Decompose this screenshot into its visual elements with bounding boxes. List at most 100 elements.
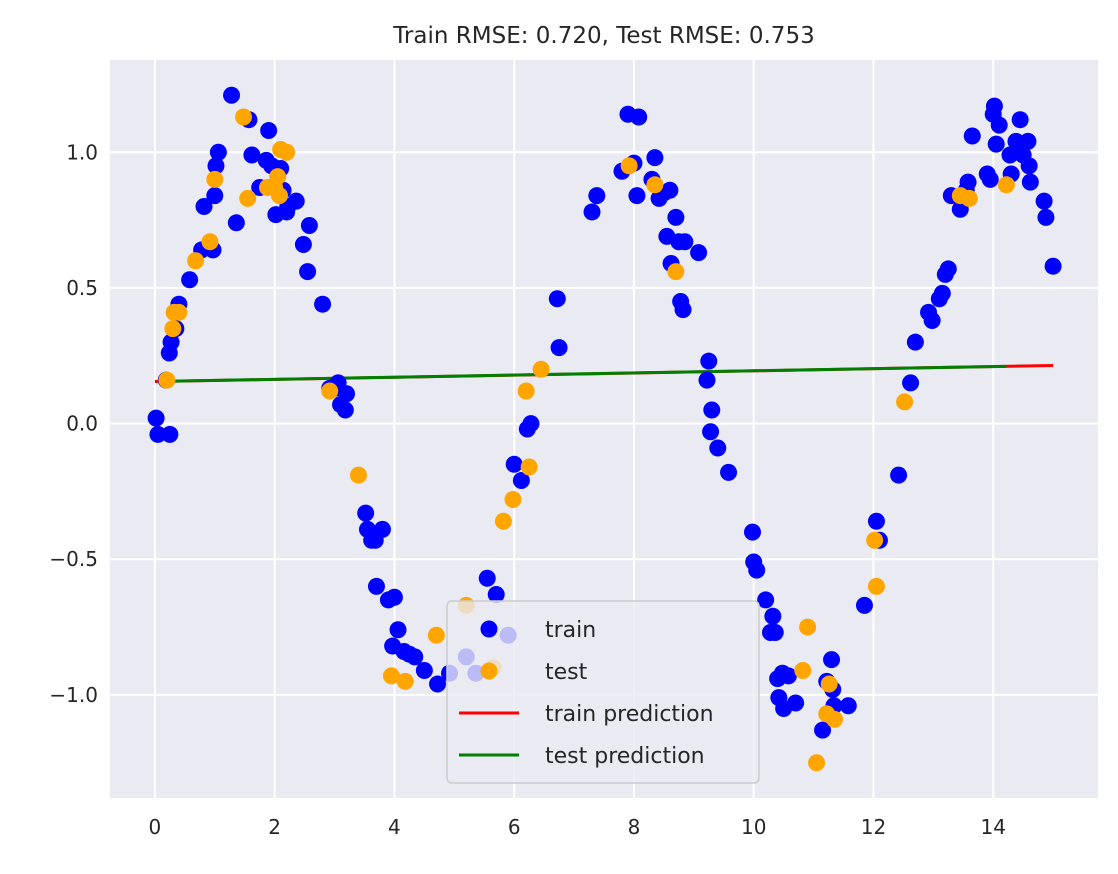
train-point	[299, 263, 317, 281]
train-point	[1019, 132, 1037, 150]
train-point	[667, 208, 685, 226]
train-point	[207, 157, 225, 175]
test-point	[646, 176, 664, 194]
test-point	[235, 108, 253, 126]
prediction-lines	[154, 364, 1054, 384]
train-point	[690, 244, 708, 262]
test-point	[960, 189, 978, 207]
train-point	[357, 504, 375, 522]
train-point	[195, 198, 213, 216]
train-point	[990, 116, 1008, 134]
test-point	[187, 252, 205, 270]
train-point	[764, 607, 782, 625]
test-point	[667, 263, 685, 281]
test-point	[206, 170, 224, 188]
train-point	[336, 401, 354, 419]
test-point	[896, 393, 914, 411]
train-point	[385, 588, 403, 606]
x-tick-label: 14	[980, 815, 1005, 839]
train-point	[260, 122, 278, 140]
train-point	[985, 97, 1003, 115]
train-point	[550, 339, 568, 357]
train-point	[939, 260, 957, 278]
x-axis-ticks: 0 2 4 6 8 10 12 14	[149, 815, 1006, 839]
train-point	[855, 596, 873, 614]
test-point	[997, 176, 1015, 194]
train-point	[314, 295, 332, 313]
train-point	[406, 648, 424, 666]
train-point	[630, 108, 648, 126]
test-point	[517, 382, 535, 400]
train-point	[839, 697, 857, 715]
train-point	[522, 415, 540, 433]
train-point	[294, 236, 312, 253]
test-point	[866, 531, 884, 549]
train-point	[1021, 173, 1039, 191]
y-axis-ticks: −1.0 −0.5 0.0 0.5 1.0	[49, 140, 98, 707]
test-point	[239, 189, 257, 207]
train-point	[588, 187, 606, 205]
train-point	[646, 149, 664, 167]
train-point	[661, 181, 679, 199]
train-point	[415, 661, 433, 679]
legend-label: test	[545, 660, 588, 685]
train-point	[243, 146, 261, 164]
y-tick-label: 0.5	[66, 276, 98, 300]
train-point	[1044, 257, 1062, 275]
legend: train test train prediction test prediction	[446, 600, 760, 784]
train-point	[981, 170, 999, 188]
train-point	[628, 187, 646, 205]
train-point	[923, 311, 941, 329]
train-point	[149, 425, 167, 443]
train-point	[512, 472, 530, 490]
train-point	[389, 621, 407, 639]
train-point	[814, 721, 832, 739]
train-point	[338, 385, 356, 403]
x-tick-label: 12	[861, 815, 886, 839]
test-point	[269, 168, 287, 186]
test-point	[799, 618, 817, 636]
train-point	[823, 651, 841, 669]
test-point	[396, 672, 414, 690]
train-point	[487, 586, 505, 604]
test-point	[349, 466, 367, 484]
train-point	[963, 127, 981, 145]
train-point	[209, 143, 227, 161]
x-tick-label: 10	[741, 815, 766, 839]
test-point	[164, 320, 182, 338]
train-point	[1037, 208, 1055, 226]
train-point	[227, 214, 245, 232]
train-point	[162, 333, 180, 351]
train-point	[867, 512, 885, 530]
test-point	[532, 360, 550, 378]
train-point	[906, 333, 924, 351]
x-tick-label: 8	[628, 815, 641, 839]
train-point	[709, 439, 727, 457]
test-point	[808, 754, 826, 772]
train-point	[703, 401, 721, 419]
train-point	[676, 233, 694, 251]
test-point	[427, 626, 445, 644]
test-point	[794, 661, 812, 679]
test-point	[820, 675, 838, 693]
train-point	[505, 455, 523, 473]
test-point	[494, 512, 512, 530]
chart-title: Train RMSE: 0.720, Test RMSE: 0.753	[392, 23, 814, 49]
train-point	[720, 463, 738, 481]
train-point	[743, 523, 761, 541]
train-point	[779, 667, 797, 685]
train-point	[181, 271, 199, 289]
train-point	[548, 290, 566, 308]
train-point	[1001, 146, 1019, 164]
y-tick-label: −0.5	[49, 547, 98, 571]
train-point	[367, 577, 385, 595]
y-tick-label: 1.0	[66, 140, 98, 164]
train-point	[223, 86, 241, 104]
train-point	[700, 352, 718, 370]
train-point	[300, 217, 318, 235]
test-point	[170, 303, 188, 321]
train-point	[583, 203, 601, 221]
legend-marker	[480, 620, 498, 638]
train-point	[987, 135, 1005, 153]
